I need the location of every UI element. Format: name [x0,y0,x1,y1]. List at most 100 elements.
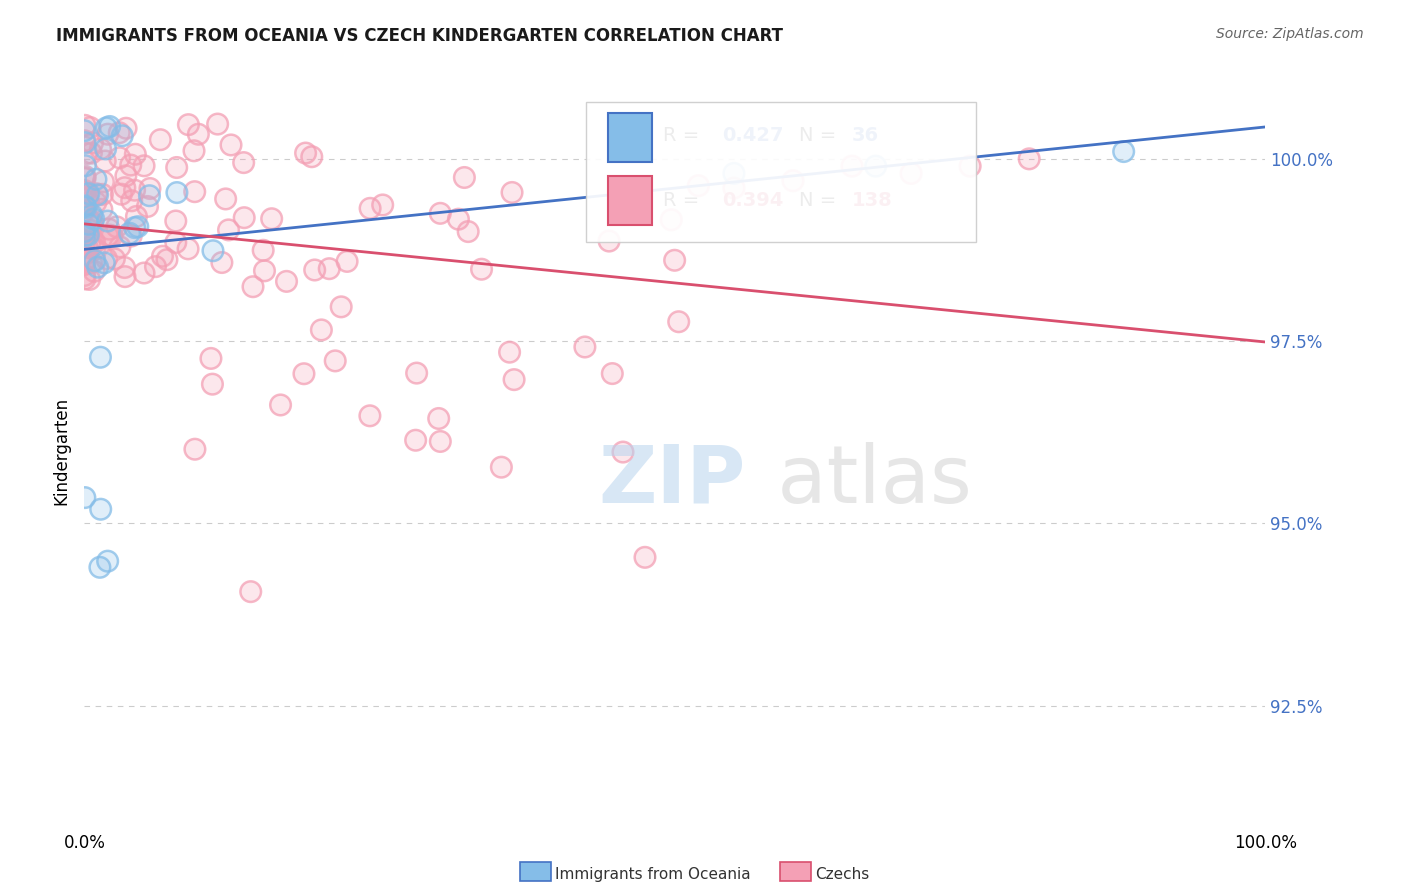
Point [79,223,101,237]
Point [201,377,224,392]
Point [108,151,131,165]
Point [86,188,108,202]
Point [73,235,96,249]
Point [841,159,863,173]
Point [359,202,381,216]
Point [94,154,117,169]
Point [80,255,103,269]
Point [304,263,326,277]
Point [73,199,96,213]
Point [498,345,520,359]
Point [73,134,96,148]
Point [114,260,136,275]
Point [73,247,96,261]
Point [634,550,657,565]
Point [73,119,96,133]
Point [82,136,104,150]
Point [73,247,96,261]
Point [75,200,97,214]
Point [177,118,200,132]
Point [79,272,101,286]
Point [165,235,187,250]
Point [93,256,115,270]
Text: ZIP: ZIP [598,442,745,520]
Point [77,227,100,242]
Point [108,151,131,165]
Point [501,186,523,200]
Point [111,128,134,143]
Point [239,584,262,599]
Point [183,144,205,158]
Point [73,171,96,186]
Point [108,240,131,254]
Text: R =: R = [664,191,706,210]
Point [82,136,104,150]
Point [73,171,96,186]
Point [110,187,132,202]
Point [359,202,381,216]
Point [183,144,205,158]
Point [688,178,710,193]
Point [80,146,103,161]
Point [260,211,283,226]
Point [105,219,128,234]
Point [98,228,121,243]
Point [132,266,155,280]
Point [145,260,167,274]
Point [201,244,224,258]
Point [89,351,111,365]
Point [84,195,107,210]
Point [959,159,981,173]
Point [149,133,172,147]
Point [132,159,155,173]
Point [86,188,108,202]
Point [900,166,922,180]
Point [120,229,142,244]
Point [101,229,124,244]
Point [90,502,112,516]
Point [97,214,120,228]
Point [457,225,479,239]
Point [83,264,105,278]
Point [457,225,479,239]
Point [219,137,242,152]
Text: IMMIGRANTS FROM OCEANIA VS CZECH KINDERGARTEN CORRELATION CHART: IMMIGRANTS FROM OCEANIA VS CZECH KINDERG… [56,27,783,45]
Point [73,491,96,505]
Point [318,261,340,276]
Point [447,212,470,227]
Point [98,222,121,236]
Point [76,240,98,254]
Point [82,216,104,230]
Point [73,169,96,184]
Point [659,212,682,227]
Point [294,146,316,161]
Point [598,234,620,248]
Point [73,235,96,249]
Point [200,351,222,366]
Point [114,269,136,284]
Point [73,225,96,239]
Point [232,155,254,169]
Point [276,274,298,288]
Point [304,263,326,277]
Point [214,192,236,206]
Point [73,169,96,184]
Point [93,256,115,270]
Point [86,186,108,201]
Point [83,235,105,250]
Point [470,262,492,277]
Point [73,186,96,200]
Point [79,120,101,135]
Point [260,211,283,226]
Point [1018,152,1040,166]
Point [207,117,229,131]
Point [114,180,136,194]
Text: 0.427: 0.427 [723,127,783,145]
Point [145,260,167,274]
Point [73,256,96,270]
Point [73,257,96,271]
Point [83,253,105,268]
Point [491,460,513,475]
Point [73,257,96,271]
Point [183,185,205,199]
